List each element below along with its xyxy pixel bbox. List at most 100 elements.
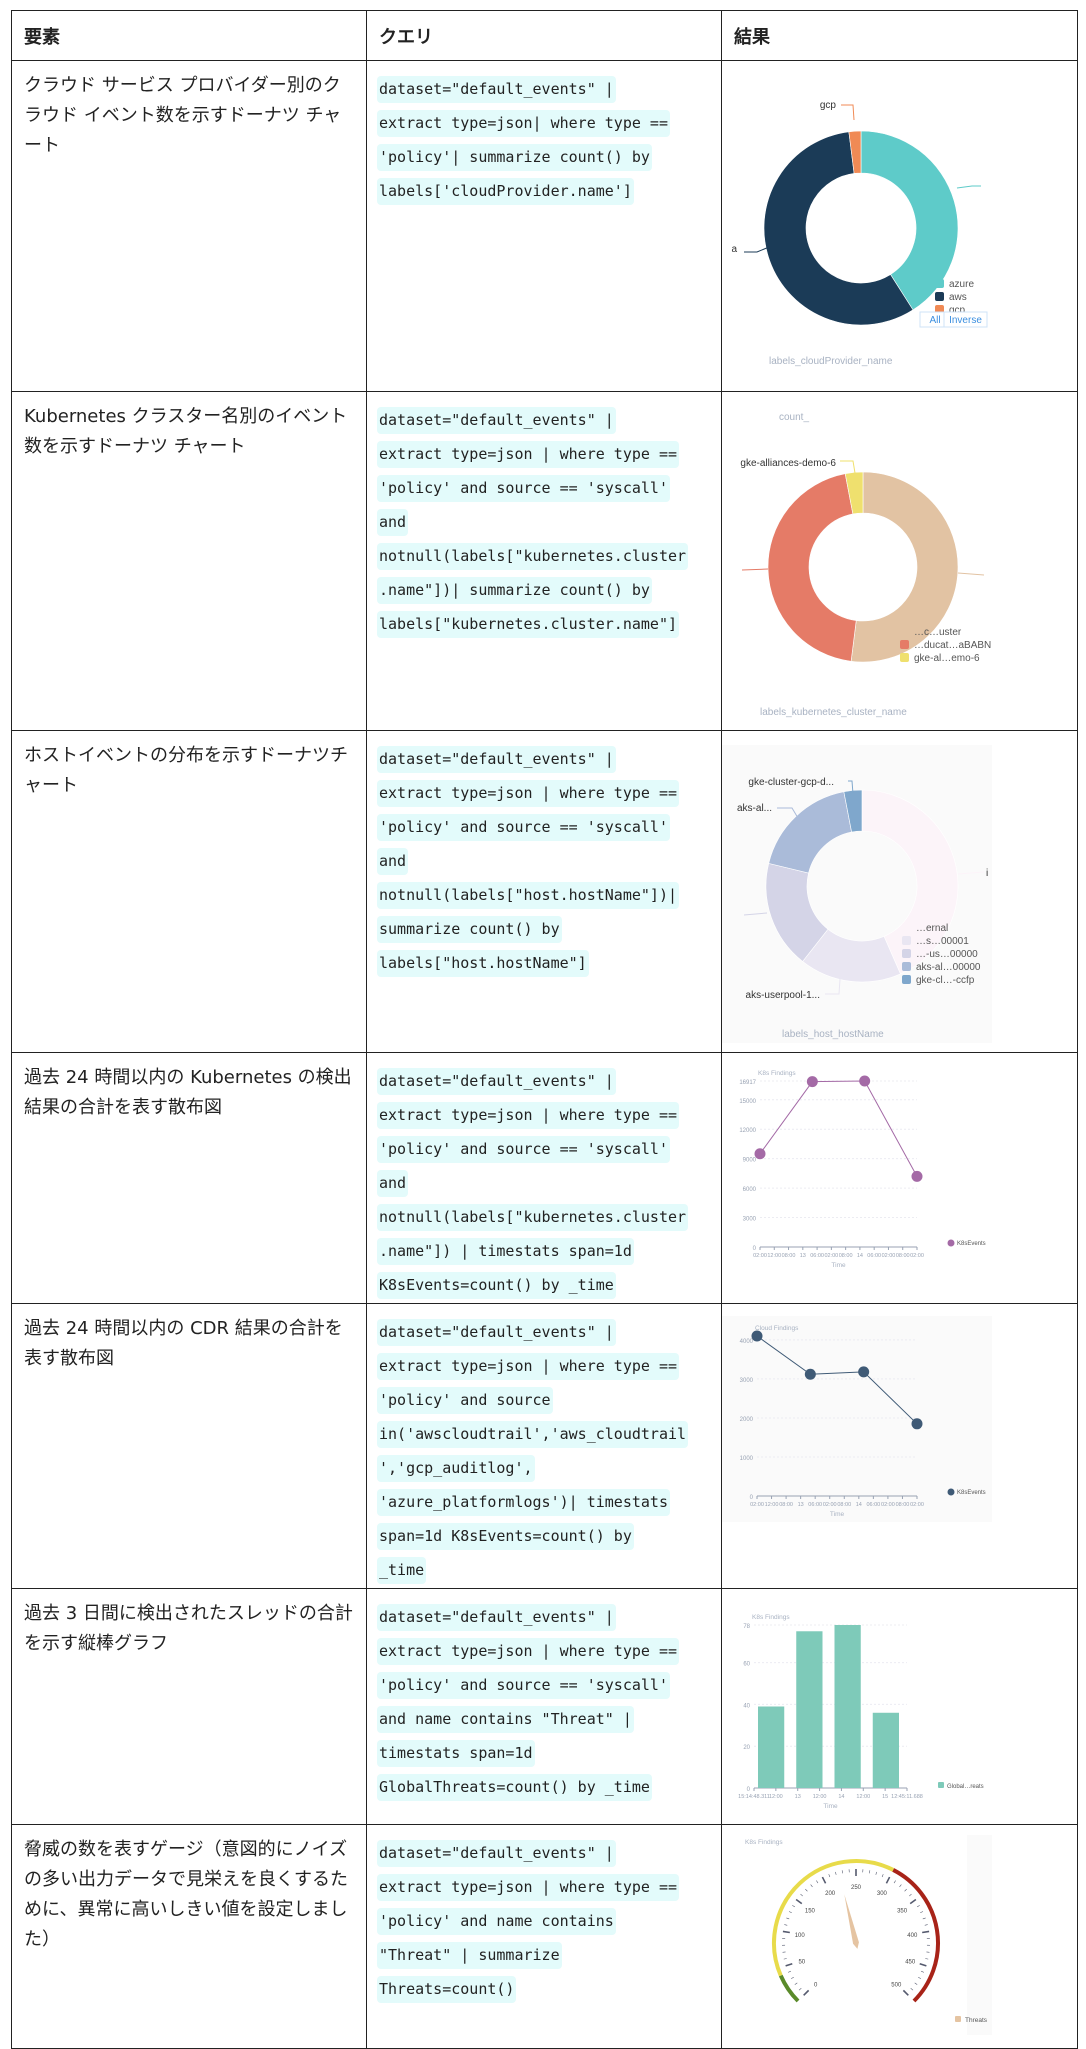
- data-point: [755, 1148, 766, 1159]
- x-tick-label: 14: [838, 1794, 844, 1800]
- legend-item: …ernal: [916, 923, 948, 934]
- gauge-tick-label: 50: [798, 1960, 805, 1966]
- data-point: [912, 1418, 923, 1429]
- leader-line: [744, 247, 769, 252]
- query-code-line: .name"])| summarize count() by: [377, 577, 652, 604]
- data-point: [752, 1331, 763, 1342]
- x-tick-label: 14: [856, 1502, 862, 1508]
- query-code-line: 'policy' and source == 'syscall': [377, 475, 670, 502]
- legend-swatch: [902, 936, 911, 945]
- query-code-line: extract type=json | where type ==: [377, 1353, 679, 1380]
- legend-item: K8sEvents: [957, 1490, 986, 1496]
- x-axis-label: Time: [823, 1803, 838, 1810]
- y-tick-label: 40: [743, 1703, 750, 1709]
- slice-label: aks-userpool-1...: [746, 990, 820, 1001]
- query-code-line: 'policy' and source == 'syscall': [377, 814, 670, 841]
- query-code-line: and name contains "Threat" |: [377, 1706, 634, 1733]
- query-code-line: and: [377, 848, 408, 875]
- gauge-tick-label: 150: [805, 1908, 816, 1914]
- x-tick-label: 12:00: [813, 1794, 827, 1800]
- y-tick-label: 20: [743, 1745, 750, 1751]
- y-tick-label: 78: [743, 1624, 750, 1630]
- legend-item: …-us…00000: [916, 949, 978, 960]
- x-tick-label: 13: [798, 1502, 804, 1508]
- x-tick-label: 08:00: [782, 1253, 796, 1259]
- x-tick-label: 02:00: [824, 1253, 838, 1259]
- x-tick-label: 15: [882, 1794, 888, 1800]
- x-tick-label: 12:00: [769, 1794, 783, 1800]
- result-chart-cell: gke-alliances-demo-6…c…uster…ducat…aBABN…: [722, 392, 1078, 731]
- gauge-tick-label: 300: [877, 1891, 888, 1897]
- query-code-line: extract type=json | where type ==: [377, 1638, 679, 1665]
- query-cell: dataset="default_events" |extract type=j…: [367, 1053, 722, 1304]
- x-tick-label: 12:45:11.688: [891, 1794, 923, 1800]
- bar: [835, 1625, 861, 1788]
- x-tick-label: 13: [795, 1794, 801, 1800]
- element-description: ホストイベントの分布を示すドーナツチャート: [12, 731, 367, 1053]
- table-row: 脅威の数を表すゲージ（意図的にノイズの多い出力データで見栄えを良くするために、異…: [12, 1825, 1078, 2049]
- gauge-tick-label: 500: [891, 1982, 902, 1988]
- gauge-tick: [922, 1931, 929, 1932]
- chart-svg: gcpaazureawsgcplabels_cloudProvider_name…: [722, 61, 1078, 392]
- slice-label: a: [731, 244, 737, 255]
- gauge-tick-label: 450: [905, 1960, 916, 1966]
- query-code-line: span=1d K8sEvents=count() by: [377, 1523, 634, 1550]
- query-code-line: 'policy'| summarize count() by: [377, 144, 652, 171]
- y-tick-label: 3000: [743, 1217, 757, 1223]
- element-description: 過去 3 日間に検出されたスレッドの合計を示す縦棒グラフ: [12, 1589, 367, 1825]
- gauge-tick-label: 250: [851, 1885, 862, 1891]
- query-code-line: GlobalThreats=count() by _time: [377, 1774, 652, 1801]
- query-code-line: 'policy' and source == 'syscall': [377, 1136, 670, 1163]
- query-code-line: 'azure_platformlogs')| timestats: [377, 1489, 670, 1516]
- y-tick-label: 1000: [740, 1456, 754, 1462]
- element-description: 過去 24 時間以内の CDR 結果の合計を表す散布図: [12, 1304, 367, 1589]
- gauge-tick: [783, 1931, 790, 1932]
- query-code-line: extract type=json | where type ==: [377, 1102, 679, 1129]
- query-code-line: extract type=json | where type ==: [377, 1874, 679, 1901]
- x-tick-label: 08:00: [896, 1253, 910, 1259]
- query-cell: dataset="default_events" |extract type=j…: [367, 1825, 722, 2049]
- query-code-line: K8sEvents=count() by _time: [377, 1272, 616, 1299]
- donut-slice: [768, 474, 856, 662]
- legend-item: Threats: [965, 2017, 988, 2024]
- query-cell: dataset="default_events" |extract type=j…: [367, 1589, 722, 1825]
- query-code-line: summarize count() by: [377, 916, 562, 943]
- query-code-line: notnull(labels["kubernetes.cluster: [377, 543, 688, 570]
- x-tick-label: 06:00: [867, 1253, 881, 1259]
- x-tick-label: 08:00: [837, 1502, 851, 1508]
- legend-swatch: [900, 640, 909, 649]
- axis-label: labels_cloudProvider_name: [769, 356, 893, 367]
- chart-title: Cloud Findings: [755, 1325, 799, 1332]
- data-point: [858, 1366, 869, 1377]
- leader-line: [841, 105, 854, 120]
- data-point: [807, 1076, 818, 1087]
- element-description: 脅威の数を表すゲージ（意図的にノイズの多い出力データで見栄えを良くするために、異…: [12, 1825, 367, 2049]
- legend-swatch: [955, 2016, 961, 2022]
- inverse-button-label: Inverse: [949, 315, 982, 326]
- query-code-line: extract type=json | where type ==: [377, 780, 679, 807]
- query-code-line: notnull(labels["host.hostName"])|: [377, 882, 679, 909]
- x-tick-label: 02:00: [753, 1253, 767, 1259]
- query-code-line: timestats span=1d: [377, 1740, 535, 1767]
- chart-title: K8s Findings: [752, 1614, 790, 1621]
- bar: [758, 1707, 784, 1789]
- element-description: クラウド サービス プロバイダー別のクラウド イベント数を示すドーナツ チャート: [12, 61, 367, 392]
- x-tick-label: 12:00: [765, 1502, 779, 1508]
- x-tick-label: 15:14:48.311: [738, 1794, 770, 1800]
- table-header-row: 要素 クエリ 結果: [12, 11, 1078, 61]
- y-tick-label: 9000: [743, 1158, 757, 1164]
- leader-line: [958, 573, 984, 575]
- query-code-line: extract type=json| where type ==: [377, 110, 670, 137]
- chart-title: count_: [779, 412, 809, 423]
- query-cell: dataset="default_events" |extract type=j…: [367, 731, 722, 1053]
- axis-label: labels_host_hostName: [782, 1029, 884, 1040]
- data-point: [805, 1369, 816, 1380]
- legend-swatch: [902, 949, 911, 958]
- gauge-tick-label: 100: [795, 1933, 806, 1939]
- x-tick-label: 08:00: [779, 1502, 793, 1508]
- header-query: クエリ: [367, 11, 722, 61]
